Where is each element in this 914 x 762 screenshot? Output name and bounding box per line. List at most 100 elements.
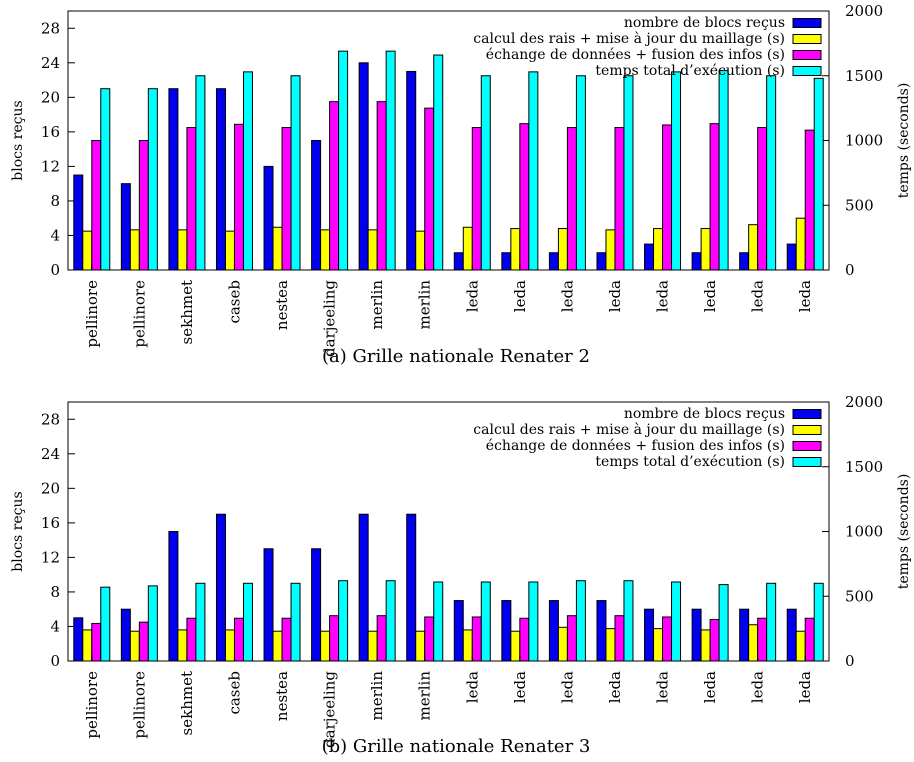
bar-blocks [358, 513, 369, 662]
bar-blocks [548, 252, 559, 271]
legend-label: échange de données + fusion des infos (s… [486, 47, 785, 63]
legend-label: temps total d’exécution (s) [595, 63, 785, 79]
bar-exchange [709, 123, 720, 271]
bar-exchange [376, 101, 387, 271]
legend-label: calcul des rais + mise à jour du maillag… [473, 30, 785, 47]
bar-total [385, 50, 396, 271]
bar-total [480, 75, 491, 271]
bar-compute [653, 628, 664, 662]
bar-exchange [329, 615, 340, 662]
x-tick-label: caseb [225, 280, 243, 324]
bar-blocks [263, 548, 274, 662]
y2-tick-label: 2000 [845, 393, 883, 411]
bar-blocks [548, 600, 559, 662]
legend-label: calcul des rais + mise à jour du maillag… [473, 421, 785, 438]
bar-total [813, 77, 824, 271]
bar-compute [462, 629, 473, 662]
bar-total [338, 580, 349, 662]
bar-total [575, 580, 586, 662]
bar-blocks [501, 600, 512, 662]
y-tick-label: 24 [41, 445, 60, 463]
bar-total [480, 581, 491, 662]
bar-exchange [757, 617, 768, 662]
x-tick-label: merlin [368, 671, 386, 721]
y2-tick-label: 1000 [845, 132, 883, 150]
bar-compute [224, 230, 235, 271]
y-tick-label: 4 [50, 226, 60, 244]
bar-exchange [757, 127, 768, 271]
x-tick-label: pellinore [130, 280, 148, 348]
x-tick-label: darjeeling [321, 280, 339, 357]
x-tick-label: leda [701, 671, 719, 703]
chart-panel-a: 0 4 8 12 16 20 24 28 0 500 1000 1500 2000 blocs reçus… [10, 2, 912, 367]
bar-exchange [281, 127, 292, 271]
bar-total [290, 75, 301, 271]
bar-blocks [406, 70, 417, 271]
bar-exchange [424, 616, 435, 662]
bar-total [671, 71, 682, 271]
bar-total [290, 582, 301, 662]
bar-total [718, 584, 729, 662]
y-tick-label: 20 [41, 479, 60, 497]
x-tick-label: merlin [368, 280, 386, 330]
y2-tick-label: 500 [845, 587, 874, 605]
bar-compute [224, 629, 235, 662]
bar-exchange [186, 617, 197, 662]
bar-blocks [739, 608, 750, 662]
x-tick-label: leda [463, 280, 481, 312]
legend-swatch [792, 441, 822, 451]
bar-compute [367, 630, 378, 662]
bar-blocks [73, 174, 84, 271]
x-tick-label: sekhmet [178, 280, 196, 344]
bar-blocks [739, 252, 750, 271]
bar-total [195, 75, 206, 271]
bar-blocks [311, 548, 322, 662]
bar-compute [415, 230, 426, 271]
y2-tick-label: 0 [845, 652, 855, 670]
y-tick-label: 0 [50, 652, 60, 670]
legend-swatch [792, 409, 822, 419]
bar-compute [557, 228, 568, 271]
bar-exchange [91, 140, 102, 271]
x-tick-label: leda [558, 280, 576, 312]
y2-tick-label: 1500 [845, 67, 883, 85]
bar-compute [748, 624, 759, 662]
chart-panel-b: 0 4 8 12 16 20 24 28 0 500 1000 1500 2000 blocs reçus… [10, 393, 912, 757]
x-tick-label: caseb [225, 671, 243, 715]
bar-total [100, 88, 111, 271]
bar-exchange [91, 622, 102, 662]
y2-axis-label: temps (seconds) [896, 83, 912, 199]
bar-blocks [73, 617, 84, 662]
legend-swatch [792, 34, 822, 44]
bar-exchange [804, 617, 815, 662]
bar-total [147, 585, 158, 662]
bar-exchange [614, 127, 625, 271]
bar-exchange [233, 123, 244, 271]
y2-tick-label: 0 [845, 261, 855, 279]
bar-total [195, 582, 206, 662]
bar-blocks [596, 600, 607, 662]
legend-label: nombre de blocs reçus [624, 15, 785, 31]
bar-exchange [662, 616, 673, 662]
y2-tick-label: 2000 [845, 2, 883, 20]
bar-exchange [471, 616, 482, 662]
bar-total [242, 582, 253, 662]
bar-total [528, 581, 539, 662]
x-tick-label: leda [796, 671, 814, 703]
bar-total [433, 54, 444, 271]
bar-blocks [215, 513, 226, 662]
bar-blocks [168, 88, 179, 271]
x-tick-label: darjeeling [321, 671, 339, 748]
bar-total [766, 75, 777, 271]
bar-blocks [311, 140, 322, 271]
bar-blocks [215, 88, 226, 271]
bar-exchange [519, 123, 530, 271]
bar-blocks [453, 252, 464, 271]
bar-blocks [644, 608, 655, 662]
bar-compute [367, 229, 378, 271]
bar-exchange [662, 124, 673, 271]
bar-exchange [233, 617, 244, 662]
bar-exchange [186, 127, 197, 271]
bar-compute [795, 630, 806, 662]
x-tick-label: leda [558, 671, 576, 703]
